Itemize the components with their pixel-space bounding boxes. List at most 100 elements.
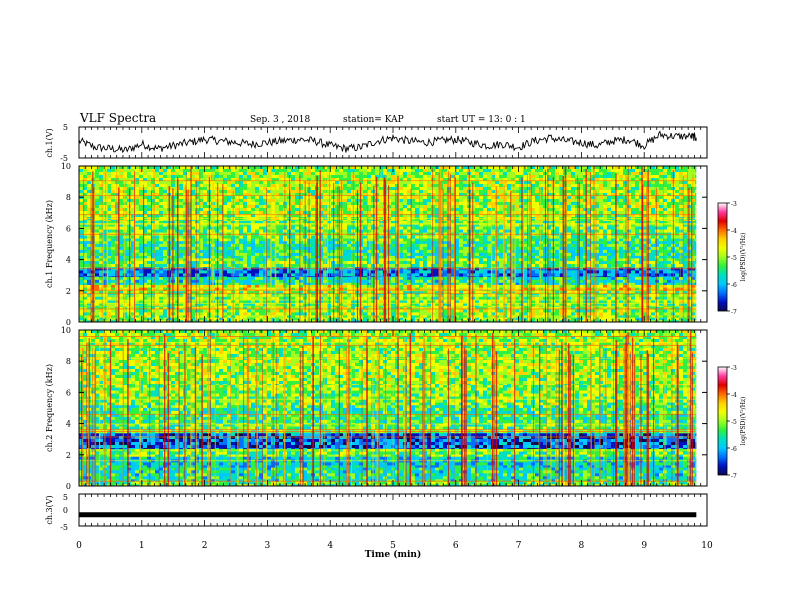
spectrogram-cell: [111, 306, 115, 307]
spectrogram-cell: [555, 264, 559, 267]
spectrogram-cell: [399, 253, 403, 256]
spectrogram-cell: [415, 270, 419, 273]
spectrogram-cell: [243, 264, 247, 267]
spectrogram-cell: [403, 256, 407, 258]
spectrogram-cell: [203, 276, 207, 277]
spectrogram-cell: [475, 309, 479, 312]
spectrogram-cell: [119, 283, 123, 285]
spectrogram-cell: [403, 283, 407, 285]
spectrogram-cell: [567, 276, 571, 277]
spectrogram-cell: [227, 317, 231, 320]
spectrogram-cell: [427, 253, 431, 256]
spectrogram-cell: [599, 264, 603, 267]
spectrogram-cell: [443, 261, 447, 264]
spectrogram-cell: [95, 256, 99, 258]
spectrogram-cell: [251, 267, 255, 268]
spectrogram-cell: [567, 258, 571, 261]
spectrogram-cell: [239, 267, 243, 268]
spectrogram-cell: [555, 273, 559, 276]
spectrogram-cell: [135, 312, 139, 315]
spectrogram-cell: [555, 253, 559, 256]
spectrogram-cell: [535, 283, 539, 285]
spectrogram-cell: [599, 312, 603, 315]
spectrogram-cell: [99, 253, 103, 256]
spectrogram-cell: [655, 247, 659, 250]
spectrogram-cell: [139, 315, 143, 317]
start-time-label: start UT = 13: 0 : 1: [437, 115, 526, 125]
spectrogram-cell: [95, 250, 99, 253]
spectrogram-cell: [159, 253, 163, 256]
spectrogram-cell: [99, 291, 103, 292]
spectrogram-cell: [571, 297, 575, 300]
spectrogram-cell: [79, 273, 83, 276]
spectrogram-cell: [215, 315, 219, 317]
spectrogram-cell: [651, 277, 655, 280]
spectrogram-cell: [295, 241, 299, 244]
spectrogram-cell: [679, 291, 683, 292]
spectrogram-cell: [203, 297, 207, 300]
spectrogram-cell: [663, 258, 667, 261]
spectrogram-cell: [295, 294, 299, 297]
spectrogram-cell: [431, 297, 435, 300]
spectrogram-cell: [655, 241, 659, 244]
spectrogram-cell: [675, 276, 679, 277]
spectrogram-cell: [155, 244, 159, 247]
spectrogram-cell: [659, 277, 663, 280]
spectrogram-cell: [363, 283, 367, 285]
spectrogram-cell: [147, 267, 151, 268]
spectrogram-cell: [555, 285, 559, 288]
spectrogram-cell: [459, 285, 463, 288]
spectrogram-cell: [659, 294, 663, 297]
spectrogram-cell: [679, 270, 683, 273]
spectrogram-cell: [415, 291, 419, 292]
spectrogram-cell: [659, 261, 663, 264]
spectrogram-cell: [519, 267, 523, 268]
spectrogram-cell: [331, 315, 335, 317]
spectrogram-cell: [263, 283, 267, 285]
spectrogram-cell: [623, 306, 627, 307]
spectrogram-cell: [215, 267, 219, 268]
spectrogram-cell: [331, 241, 335, 244]
spectrogram-cell: [179, 264, 183, 267]
spectrogram-cell: [179, 294, 183, 297]
spectrogram-cell: [175, 261, 179, 264]
spectrogram-cell: [251, 285, 255, 288]
spectrogram-cell: [483, 312, 487, 315]
spectrogram-cell: [619, 261, 623, 264]
spectrogram-cell: [363, 285, 367, 288]
spectrogram-cell: [619, 250, 623, 253]
spectrogram-cell: [343, 317, 347, 320]
spectrogram-cell: [263, 317, 267, 320]
spectrogram-cell: [431, 244, 435, 247]
spectrogram-cell: [499, 244, 503, 247]
spectrogram-cell: [415, 258, 419, 261]
spectrogram-cell: [203, 309, 207, 312]
spectrogram-cell: [135, 253, 139, 256]
spectrogram-cell: [215, 253, 219, 256]
spectrogram-cell: [243, 261, 247, 264]
spectrogram-cell: [635, 270, 639, 273]
spectrogram-cell: [431, 280, 435, 283]
spectrogram-cell: [635, 280, 639, 283]
spectrogram-cell: [679, 267, 683, 268]
spectrogram-cell: [603, 309, 607, 312]
spectrogram-cell: [255, 267, 259, 268]
spectrogram-cell: [411, 297, 415, 300]
spectrogram-cell: [399, 283, 403, 285]
spectrogram-cell: [363, 306, 367, 307]
spectrogram-cell: [259, 309, 263, 312]
spectrogram-cell: [463, 258, 467, 261]
spectrogram-cell: [591, 241, 595, 244]
spectrogram-cell: [387, 253, 391, 256]
spectrogram-cell: [263, 241, 267, 244]
spectrogram-cell: [175, 267, 179, 268]
spectrogram-cell: [203, 294, 207, 297]
spectrogram-cell: [203, 253, 207, 256]
spectrogram-cell: [627, 264, 631, 267]
spectrogram-cell: [279, 261, 283, 264]
spectrogram-cell: [139, 309, 143, 312]
spectrogram-cell: [411, 264, 415, 267]
spectrogram-cell: [459, 253, 463, 256]
spectrogram-cell: [651, 285, 655, 288]
spectrogram-cell: [195, 291, 199, 292]
